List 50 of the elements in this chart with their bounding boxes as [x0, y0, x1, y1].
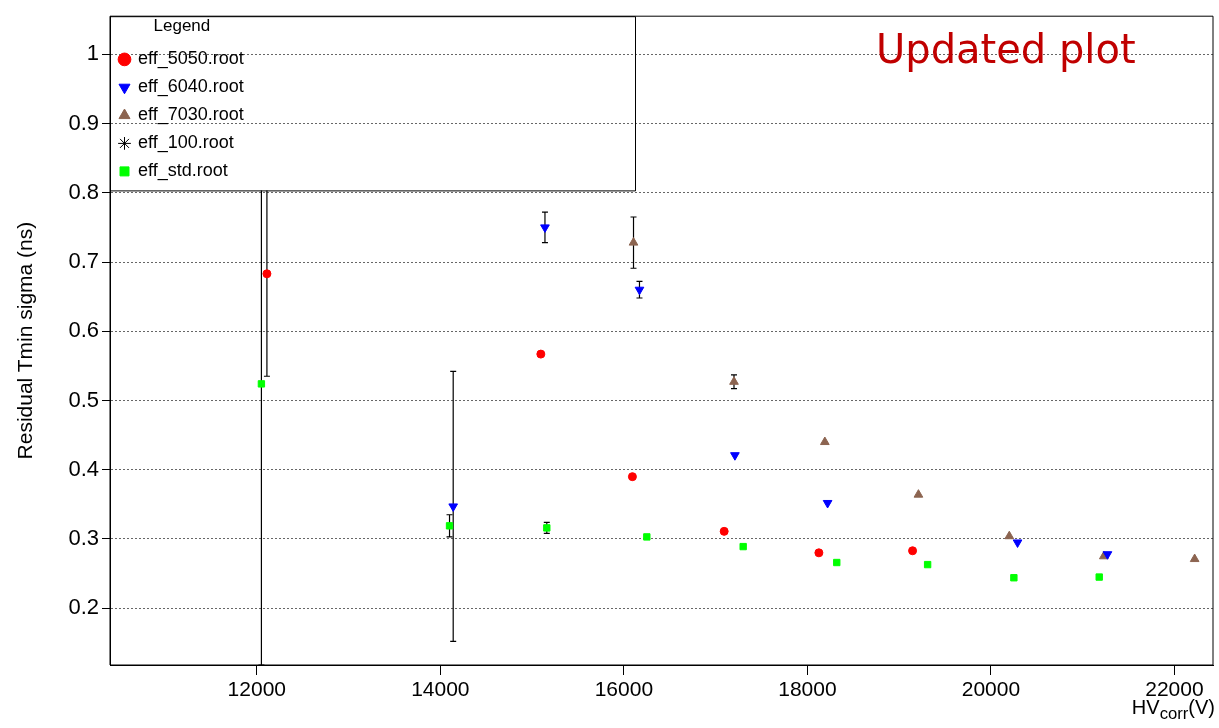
point: [820, 436, 830, 446]
point: [448, 503, 459, 512]
x-axis-title: HV$_{corr}$(V): [1131, 696, 1215, 724]
point: [908, 546, 918, 556]
point: [814, 548, 824, 558]
point: [1189, 553, 1200, 563]
y-tick-label: 0.5: [68, 386, 99, 412]
point: [536, 349, 546, 359]
point: [739, 542, 747, 551]
x-tick-label: 18000: [778, 677, 837, 701]
point: [262, 269, 272, 279]
y-tick-label: 0.7: [68, 248, 99, 274]
y-tick-label: 0.3: [68, 525, 99, 551]
legend-label: eff_6040.root: [138, 76, 244, 98]
y-tick-label: 0.6: [68, 317, 99, 343]
point: [923, 560, 932, 569]
point: [1012, 539, 1023, 548]
point: [257, 380, 266, 388]
x-tick-label: 14000: [411, 677, 470, 701]
y-axis-title: Residual Tmin sigma (ns): [13, 221, 37, 460]
point: [833, 558, 841, 567]
point: [643, 533, 651, 541]
point: [1010, 574, 1018, 582]
x-tick-label: 16000: [594, 677, 654, 701]
legend-label: eff_7030.root: [138, 104, 244, 126]
y-tick-label: 0.4: [68, 455, 99, 481]
x-tick-label: 12000: [227, 677, 287, 701]
x-tick-label: 20000: [961, 677, 1021, 701]
point: [634, 286, 645, 296]
y-tick-label: 1: [86, 40, 99, 66]
legend-label: eff_100.root: [138, 132, 234, 154]
legend-label: eff_std.root: [138, 160, 228, 182]
point: [913, 489, 924, 498]
point: [540, 224, 550, 233]
point: [627, 472, 637, 482]
point: [1004, 530, 1015, 540]
y-tick-label: 0.8: [68, 178, 99, 204]
point: [730, 452, 740, 461]
point: [1102, 551, 1113, 560]
y-tick-label: 0.9: [68, 109, 99, 135]
point: [628, 237, 639, 246]
y-tick-label: 0.2: [68, 594, 99, 620]
point: [1095, 573, 1103, 581]
legend-title: Legend: [153, 16, 211, 36]
legend-label: eff_5050.root: [138, 48, 244, 70]
point: [719, 526, 729, 536]
point: [445, 522, 454, 530]
annotation: Updated plot: [876, 26, 1136, 72]
point: [822, 499, 833, 509]
point: [729, 376, 739, 385]
